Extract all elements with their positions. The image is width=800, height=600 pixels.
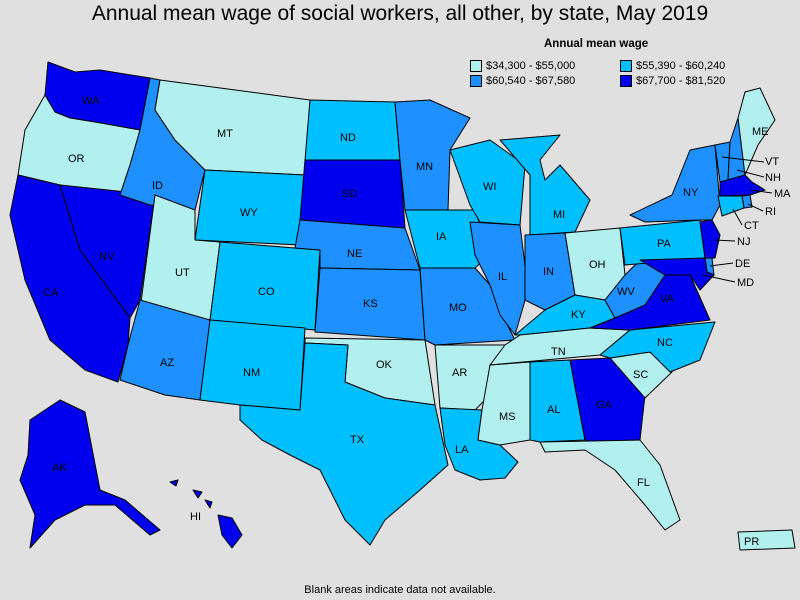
label-IN: IN bbox=[543, 266, 554, 278]
legend-title: Annual mean wage bbox=[544, 38, 649, 50]
label-AK: AK bbox=[52, 462, 67, 474]
state-NJ[interactable] bbox=[699, 219, 721, 259]
label-SD: SD bbox=[342, 188, 357, 200]
label-OH: OH bbox=[589, 259, 606, 271]
legend-label-0: $34,300 - $55,000 bbox=[486, 59, 576, 72]
label-GA: GA bbox=[596, 399, 613, 411]
legend-item-3: $67,700 - $81,520 bbox=[620, 73, 770, 88]
label-MS: MS bbox=[499, 411, 516, 423]
label-MA: MA bbox=[774, 188, 791, 200]
legend-label-2: $60,540 - $67,580 bbox=[486, 74, 576, 87]
state-PR[interactable] bbox=[737, 529, 796, 551]
legend-item-0: $34,300 - $55,000 bbox=[470, 58, 620, 73]
label-HI: HI bbox=[190, 511, 201, 523]
legend-swatch-1 bbox=[620, 59, 632, 72]
label-MN: MN bbox=[416, 161, 433, 173]
label-FL: FL bbox=[637, 477, 650, 489]
legend-swatch-2 bbox=[470, 74, 482, 87]
legend-label-1: $55,390 - $60,240 bbox=[636, 59, 726, 72]
label-KS: KS bbox=[363, 298, 378, 310]
legend: Annual mean wage $34,300 - $55,000 $55,3… bbox=[470, 38, 770, 88]
label-ID: ID bbox=[152, 180, 163, 192]
legend-swatch-0 bbox=[470, 59, 482, 72]
label-MI: MI bbox=[553, 209, 565, 221]
label-NC: NC bbox=[657, 337, 673, 349]
label-TX: TX bbox=[350, 434, 365, 446]
label-WI: WI bbox=[483, 181, 496, 193]
label-NH: NH bbox=[765, 172, 781, 184]
label-CO: CO bbox=[258, 286, 275, 298]
state-TX[interactable] bbox=[239, 342, 449, 546]
state-AL[interactable] bbox=[529, 359, 586, 443]
label-SC: SC bbox=[633, 369, 648, 381]
state-NY[interactable] bbox=[629, 144, 721, 223]
label-VT: VT bbox=[765, 156, 779, 168]
label-NE: NE bbox=[347, 248, 362, 260]
state-HI[interactable] bbox=[169, 479, 243, 549]
label-KY: KY bbox=[571, 309, 586, 321]
label-OK: OK bbox=[376, 359, 393, 371]
label-NM: NM bbox=[243, 367, 260, 379]
state-IL[interactable] bbox=[469, 221, 529, 336]
label-RI: RI bbox=[765, 206, 776, 218]
label-MD: MD bbox=[737, 277, 754, 289]
label-PR: PR bbox=[744, 536, 759, 548]
label-ND: ND bbox=[340, 132, 356, 144]
label-AR: AR bbox=[452, 367, 467, 379]
label-UT: UT bbox=[175, 267, 190, 279]
state-MN[interactable] bbox=[394, 99, 471, 211]
label-CA: CA bbox=[43, 287, 59, 299]
label-CT: CT bbox=[744, 220, 759, 232]
label-NY: NY bbox=[683, 187, 699, 199]
label-TN: TN bbox=[551, 346, 566, 358]
label-WA: WA bbox=[82, 95, 100, 107]
legend-item-2: $60,540 - $67,580 bbox=[470, 73, 620, 88]
label-NV: NV bbox=[99, 251, 115, 263]
label-WY: WY bbox=[240, 207, 258, 219]
label-AZ: AZ bbox=[160, 357, 174, 369]
legend-swatch-3 bbox=[620, 74, 632, 87]
label-IL: IL bbox=[498, 271, 507, 283]
state-MI[interactable] bbox=[499, 134, 591, 236]
label-ME: ME bbox=[752, 126, 769, 138]
label-VA: VA bbox=[660, 293, 675, 305]
label-MT: MT bbox=[217, 128, 233, 140]
label-IA: IA bbox=[436, 231, 447, 243]
state-ND[interactable] bbox=[304, 99, 401, 161]
leader-lines bbox=[702, 156, 773, 283]
state-MD[interactable] bbox=[639, 257, 715, 291]
label-PA: PA bbox=[657, 238, 672, 250]
label-AL: AL bbox=[547, 404, 560, 416]
state-FL[interactable] bbox=[539, 439, 681, 531]
label-LA: LA bbox=[455, 444, 469, 456]
label-OR: OR bbox=[68, 153, 85, 165]
label-MO: MO bbox=[449, 302, 467, 314]
state-CT[interactable] bbox=[717, 195, 745, 217]
label-DE: DE bbox=[735, 258, 750, 270]
legend-item-1: $55,390 - $60,240 bbox=[620, 58, 770, 73]
state-NM[interactable] bbox=[199, 319, 306, 411]
state-AK[interactable] bbox=[19, 399, 161, 549]
footnote: Blank areas indicate data not available. bbox=[304, 584, 496, 596]
label-NJ: NJ bbox=[737, 236, 750, 248]
label-WV: WV bbox=[617, 286, 635, 298]
map-title: Annual mean wage of social workers, all … bbox=[91, 2, 709, 25]
legend-label-3: $67,700 - $81,520 bbox=[636, 74, 726, 87]
